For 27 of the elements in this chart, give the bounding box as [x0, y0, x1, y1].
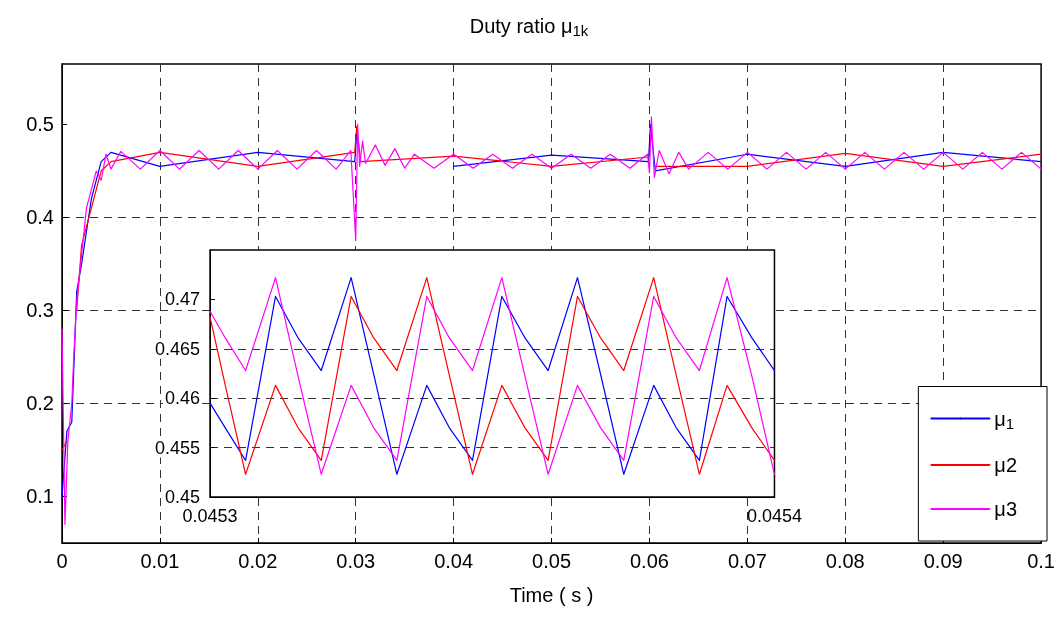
legend-label: μ3: [994, 498, 1018, 520]
x-axis-title: Time ( s ): [509, 584, 594, 606]
x-tick-label: 0.09: [923, 550, 963, 572]
y-tick-label: 0.455: [155, 437, 201, 458]
y-tick-label: 0.47: [165, 289, 201, 310]
x-tick-label: 0.04: [434, 550, 474, 572]
line-series: [209, 277, 776, 475]
y-tick-label: 0.45: [165, 487, 201, 507]
legend-label: μ2: [994, 454, 1018, 476]
x-tick-label: 0.0454: [746, 506, 802, 526]
y-tick-label: 0.465: [155, 338, 201, 359]
x-tick-label: 0.06: [629, 550, 669, 572]
y-tick-label: 0.1: [26, 485, 54, 508]
x-tick-label: 0.01: [140, 550, 180, 572]
y-tick-label: 0.4: [26, 206, 54, 229]
x-tick-label: 0.05: [532, 550, 572, 572]
y-tick-label: 0.2: [26, 392, 54, 415]
x-tick-label: 0.1: [1027, 550, 1055, 572]
y-tick-label: 0.3: [26, 299, 54, 322]
x-tick-label: 0.0453: [182, 506, 238, 526]
x-tick-label: 0.07: [727, 550, 767, 572]
x-tick-label: 0.03: [336, 550, 376, 572]
x-tick-label: 0.08: [825, 550, 865, 572]
y-tick-label: 0.5: [26, 113, 54, 136]
x-tick-label: 0: [56, 550, 68, 572]
y-tick-label: 0.46: [165, 388, 201, 409]
x-tick-label: 0.02: [238, 550, 278, 572]
